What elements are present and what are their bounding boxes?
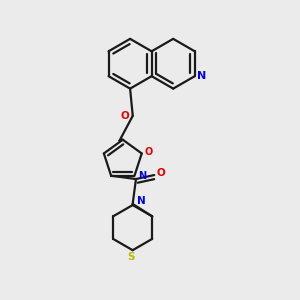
Text: N: N (136, 196, 145, 206)
Text: N: N (197, 70, 207, 80)
Text: N: N (138, 171, 146, 182)
Text: O: O (120, 111, 129, 121)
Text: O: O (145, 147, 153, 157)
Text: O: O (157, 168, 165, 178)
Text: S: S (127, 252, 135, 262)
